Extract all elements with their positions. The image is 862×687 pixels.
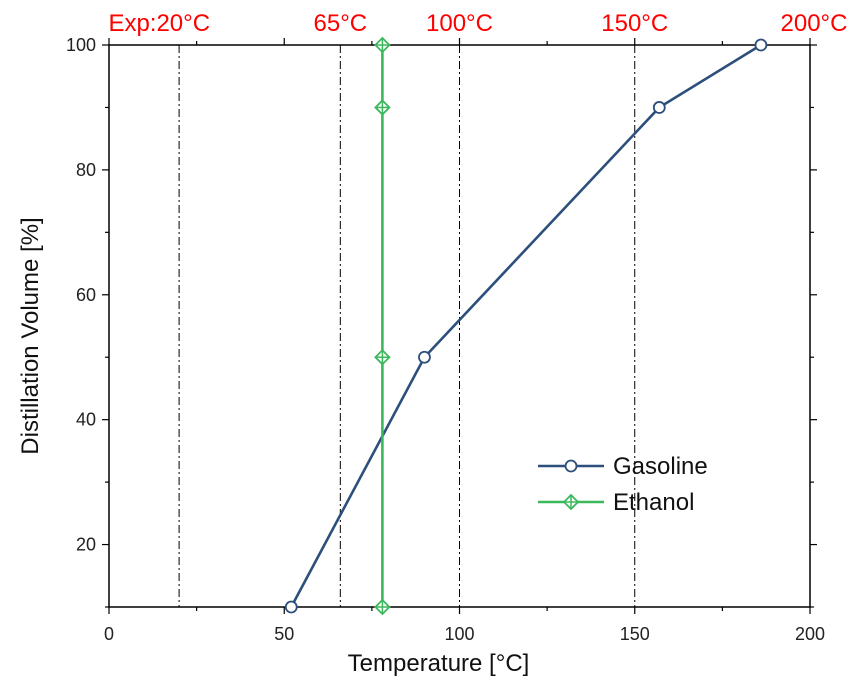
legend-item-gasoline: Gasoline bbox=[538, 453, 708, 480]
series bbox=[284, 36, 768, 616]
y-axis-title: Distillation Volume [%] bbox=[17, 217, 44, 454]
data-point bbox=[284, 600, 298, 614]
legend-marker bbox=[562, 493, 580, 511]
y-tick-label: 60 bbox=[76, 285, 96, 305]
data-point bbox=[374, 36, 391, 54]
data-point bbox=[418, 350, 431, 364]
legend: Gasoline Ethanol bbox=[538, 453, 708, 516]
y-tick-label: 20 bbox=[76, 535, 96, 555]
reference-label: 100°C bbox=[426, 10, 493, 37]
x-tick-label: 150 bbox=[620, 624, 650, 644]
x-tick-label: 100 bbox=[444, 624, 474, 644]
x-axis-title: Temperature [°C] bbox=[348, 650, 530, 677]
legend-label: Gasoline bbox=[613, 453, 708, 480]
data-point bbox=[374, 99, 391, 116]
y-tick-label: 80 bbox=[76, 160, 96, 180]
data-point bbox=[652, 101, 666, 114]
data-point bbox=[754, 38, 768, 52]
legend-item-ethanol: Ethanol bbox=[538, 489, 694, 516]
data-point bbox=[374, 348, 391, 366]
data-point bbox=[374, 598, 391, 616]
axes: 0 50 100 150 200 20 40 60 80 100 bbox=[66, 35, 825, 644]
y-tick-label: 100 bbox=[66, 35, 96, 55]
legend-label: Ethanol bbox=[613, 489, 694, 516]
series-line bbox=[290, 43, 762, 608]
y-tick-label: 40 bbox=[76, 410, 96, 430]
reference-label: 150°C bbox=[601, 10, 668, 37]
reference-label: 65°C bbox=[314, 10, 368, 37]
x-tick-label: 50 bbox=[274, 624, 294, 644]
reference-label: 200°C bbox=[781, 10, 848, 37]
x-tick-label: 200 bbox=[795, 624, 825, 644]
series-ethanol bbox=[374, 36, 391, 616]
reference-label: Exp:20°C bbox=[108, 10, 210, 37]
series-gasoline bbox=[284, 38, 768, 614]
x-tick-label: 0 bbox=[104, 624, 114, 644]
legend-marker bbox=[564, 459, 578, 473]
reference-lines: Exp:20°C 65°C 100°C 150°C 200°C bbox=[108, 10, 847, 607]
